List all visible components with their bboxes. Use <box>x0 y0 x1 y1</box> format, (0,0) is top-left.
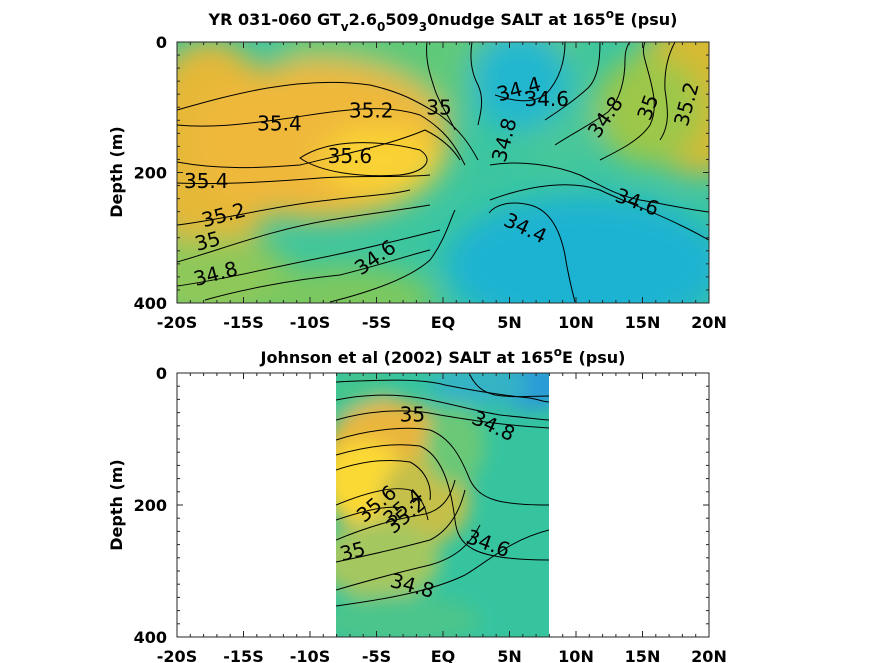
chart-model-salt: YR 031-060 GTv2.6050930nudge SALT at 165… <box>107 7 727 332</box>
x-tick-label: 15N <box>625 647 661 663</box>
y-tick-label: 200 <box>134 496 167 515</box>
contour-label: 35 <box>400 403 425 427</box>
x-tick-label: 20N <box>691 647 727 663</box>
x-tick-label: EQ <box>431 313 456 332</box>
contour-lines <box>336 374 549 607</box>
chart-title: YR 031-060 GTv2.6050930nudge SALT at 165… <box>208 7 678 34</box>
contour-label: 35.6 <box>328 144 373 168</box>
x-tick-label: -5S <box>362 647 391 663</box>
x-tick-label: -15S <box>223 647 263 663</box>
y-axis: 0 200 400 <box>134 364 709 647</box>
y-axis-label: Depth (m) <box>107 459 126 551</box>
contour-label: 35.4 <box>257 112 302 136</box>
y-tick-label: 200 <box>134 164 167 183</box>
x-tick-label: 10N <box>558 647 594 663</box>
chart-observed-salt: Johnson et al (2002) SALT at 165oE (psu) <box>107 345 727 663</box>
x-axis: -20S -15S -10S -5S EQ 5N 10N 15N 20N <box>157 373 727 663</box>
x-tick-label: 5N <box>497 647 522 663</box>
y-tick-label: 0 <box>156 33 167 52</box>
x-tick-label: 20N <box>691 313 727 332</box>
y-tick-label: 400 <box>134 294 167 313</box>
x-tick-label: -20S <box>157 313 197 332</box>
x-tick-label: 15N <box>625 313 661 332</box>
y-axis: 0 200 400 <box>134 33 709 313</box>
salinity-field <box>177 42 709 303</box>
y-axis-label: Depth (m) <box>107 126 126 218</box>
x-tick-label: EQ <box>431 647 456 663</box>
contour-label: 34.6 <box>524 87 569 111</box>
x-tick-label: 5N <box>497 313 522 332</box>
x-tick-label: 10N <box>558 313 594 332</box>
x-tick-label: -5S <box>362 313 391 332</box>
x-tick-label: -15S <box>223 313 263 332</box>
contour-lines <box>177 42 709 303</box>
x-tick-label: -10S <box>290 647 330 663</box>
y-tick-label: 0 <box>156 364 167 383</box>
contour-label: 35 <box>426 95 451 119</box>
x-tick-label: -20S <box>157 647 197 663</box>
x-axis: -20S -15S -10S -5S EQ 5N 10N 15N 20N <box>157 42 727 332</box>
y-tick-label: 400 <box>134 628 167 647</box>
chart-title: Johnson et al (2002) SALT at 165oE (psu) <box>260 345 626 367</box>
contour-label: 35.4 <box>184 169 229 193</box>
contour-label: 35.2 <box>349 99 394 123</box>
x-tick-label: -10S <box>290 313 330 332</box>
